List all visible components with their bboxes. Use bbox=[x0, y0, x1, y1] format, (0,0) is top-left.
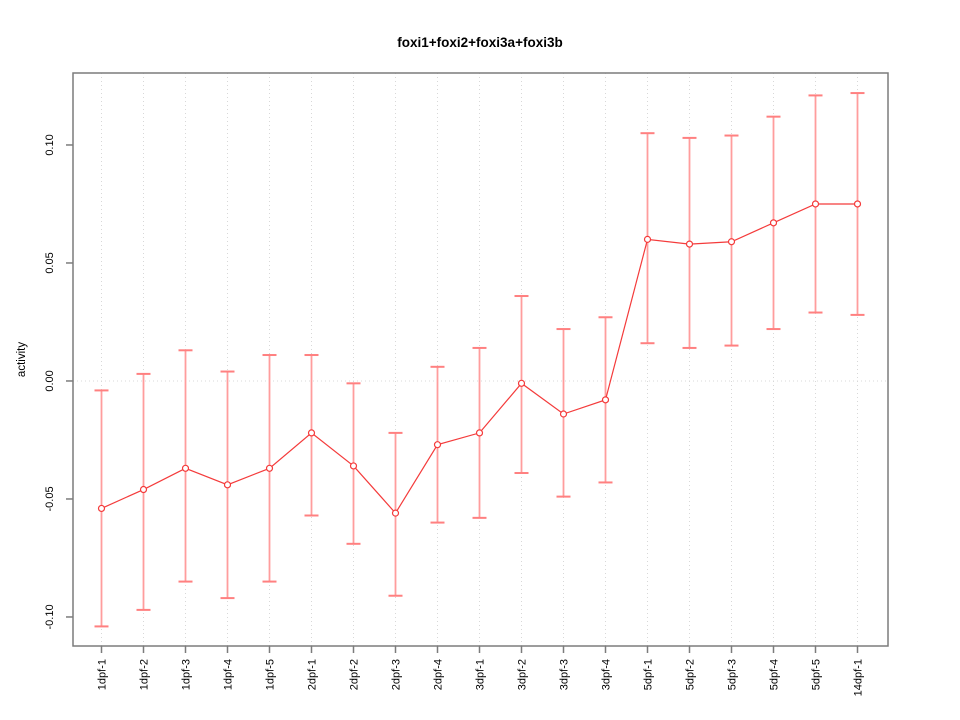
data-point bbox=[97, 504, 106, 513]
data-point bbox=[181, 464, 190, 472]
x-tick-label: 5dpf-1 bbox=[642, 659, 654, 690]
y-tick-label: -0.10 bbox=[44, 604, 56, 629]
plot-frame bbox=[72, 72, 889, 647]
data-point bbox=[811, 200, 820, 208]
y-tick-label: -0.05 bbox=[44, 486, 56, 511]
data-point bbox=[307, 429, 316, 437]
x-tick-label: 3dpf-4 bbox=[600, 659, 612, 690]
x-tick-label: 2dpf-1 bbox=[306, 659, 318, 690]
x-tick-label: 5dpf-5 bbox=[810, 659, 822, 690]
y-tick-label: 0.00 bbox=[44, 370, 56, 391]
data-point bbox=[559, 410, 568, 418]
x-tick-label: 5dpf-3 bbox=[726, 659, 738, 690]
x-tick-label: 1dpf-5 bbox=[264, 659, 276, 690]
x-tick-label: 14dpf-1 bbox=[852, 659, 864, 696]
x-tick-label: 1dpf-1 bbox=[96, 659, 108, 690]
data-point bbox=[685, 240, 694, 248]
data-point bbox=[475, 429, 484, 437]
axis-layer: 1dpf-1 1dpf-2 1dpf-3 1dpf-4 1dpf-5 2dpf-1 2dpf… bbox=[44, 72, 889, 696]
y-tick-label: 0.10 bbox=[44, 134, 56, 155]
data-point bbox=[769, 219, 778, 227]
data-point bbox=[433, 441, 442, 449]
data-layer bbox=[94, 92, 865, 628]
data-point bbox=[601, 396, 610, 404]
data-point bbox=[643, 235, 652, 243]
x-tick-label: 2dpf-3 bbox=[390, 659, 402, 690]
x-tick-label: 5dpf-2 bbox=[684, 659, 696, 690]
x-tick-label: 3dpf-3 bbox=[558, 659, 570, 690]
x-tick-label: 1dpf-2 bbox=[138, 659, 150, 690]
chart-title: foxi1+foxi2+foxi3a+foxi3b bbox=[397, 35, 562, 50]
data-point bbox=[139, 485, 148, 494]
data-point bbox=[391, 509, 400, 517]
data-point bbox=[223, 481, 232, 489]
x-tick-label: 1dpf-4 bbox=[222, 659, 234, 690]
data-point bbox=[349, 462, 358, 470]
data-point bbox=[265, 464, 274, 472]
grid-layer bbox=[73, 73, 888, 646]
x-tick-label: 2dpf-4 bbox=[432, 659, 444, 690]
y-axis-label: activity bbox=[16, 342, 28, 377]
data-point bbox=[727, 238, 736, 246]
x-tick-label: 5dpf-4 bbox=[768, 659, 780, 690]
x-tick-label: 3dpf-1 bbox=[474, 659, 486, 690]
x-tick-label: 3dpf-2 bbox=[516, 659, 528, 690]
y-tick-label: 0.05 bbox=[44, 252, 56, 273]
x-tick-label: 1dpf-3 bbox=[180, 659, 192, 690]
x-tick-label: 2dpf-2 bbox=[348, 659, 360, 690]
data-point bbox=[853, 200, 862, 208]
data-point bbox=[517, 379, 526, 387]
